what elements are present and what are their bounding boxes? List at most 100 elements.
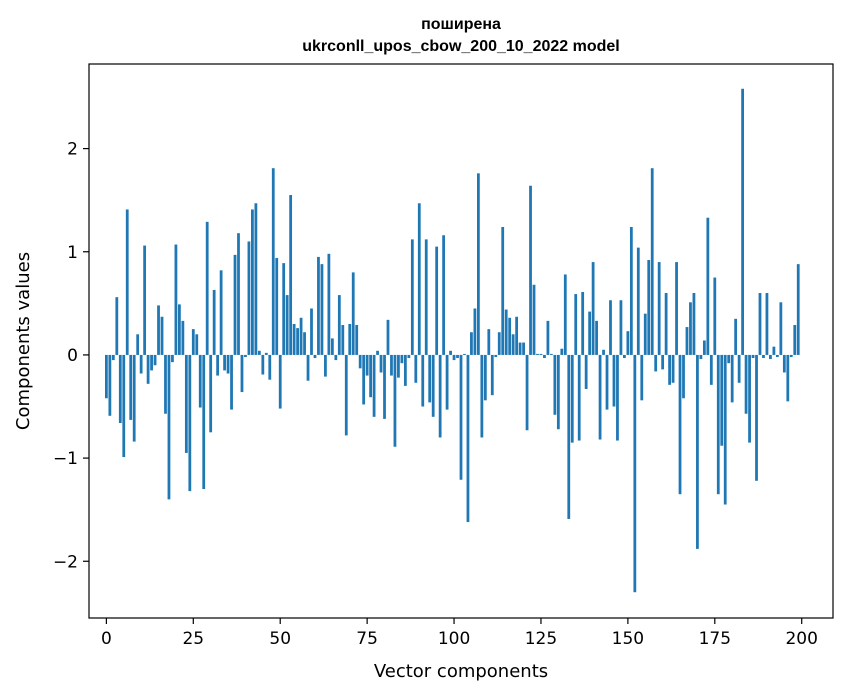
bar-118: [515, 316, 519, 355]
bar-187: [755, 354, 758, 481]
y-tick-label: −1: [53, 449, 78, 469]
bar-64: [327, 253, 331, 355]
bar-181: [734, 318, 738, 355]
bar-35: [226, 354, 230, 374]
x-tick-label: 0: [101, 629, 112, 649]
y-tick-label: 1: [67, 243, 78, 263]
bar-175: [713, 277, 717, 355]
bar-12: [146, 354, 150, 384]
bar-45: [261, 354, 265, 375]
bar-54: [292, 323, 296, 355]
bar-139: [588, 311, 592, 355]
x-tick-label: 200: [785, 629, 817, 649]
bar-136: [577, 354, 581, 441]
bar-107: [476, 173, 480, 355]
bar-28: [202, 354, 206, 490]
bar-30: [209, 354, 213, 433]
bar-24: [188, 354, 192, 492]
bar-44: [257, 350, 261, 355]
bar-142: [598, 354, 602, 440]
x-tick-label: 150: [612, 629, 644, 649]
bar-156: [647, 260, 651, 355]
bar-38: [237, 233, 240, 355]
bar-95: [435, 246, 439, 355]
y-tick-label: −2: [53, 552, 78, 572]
bar-125: [539, 353, 543, 355]
y-tick-label: 2: [67, 140, 78, 160]
bar-177: [720, 354, 724, 446]
bar-77: [372, 354, 376, 417]
bar-82: [390, 354, 393, 376]
chart-title-line1: поширена: [421, 16, 501, 33]
bar-34: [223, 354, 226, 371]
bar-36: [230, 354, 233, 410]
bar-31: [212, 289, 216, 355]
bar-22: [181, 320, 185, 355]
bar-169: [692, 293, 696, 355]
bar-195: [782, 354, 786, 373]
bar-47: [268, 354, 272, 380]
bar-113: [497, 332, 501, 355]
bar-174: [709, 354, 713, 385]
bar-62: [320, 264, 324, 355]
bar-189: [762, 354, 765, 359]
bar-126: [543, 354, 546, 359]
bar-153: [636, 247, 640, 355]
bar-1: [108, 354, 112, 416]
bar-20: [174, 244, 178, 355]
bar-60: [313, 354, 317, 359]
bar-190: [765, 293, 769, 355]
bar-151: [629, 227, 633, 355]
bar-89: [414, 354, 418, 383]
chart-title-line2: ukrconll_upos_cbow_200_10_2022 model: [302, 38, 619, 55]
y-tick-label: 0: [67, 346, 78, 366]
bar-161: [664, 293, 668, 355]
bar-21: [178, 304, 181, 355]
bar-5: [122, 354, 126, 458]
bar-80: [383, 354, 386, 419]
bar-33: [219, 270, 223, 355]
bar-104: [466, 354, 470, 523]
bar-40: [244, 354, 247, 357]
bar-120: [522, 342, 525, 355]
bar-149: [623, 354, 626, 359]
bar-87: [407, 354, 411, 359]
bar-10: [139, 354, 143, 374]
bar-158: [654, 354, 658, 372]
bar-191: [769, 354, 772, 360]
x-tick-label: 75: [356, 629, 378, 649]
bar-121: [525, 354, 529, 431]
bar-7: [129, 354, 133, 420]
bar-79: [379, 354, 383, 373]
x-tick-label: 125: [525, 629, 557, 649]
bar-180: [730, 354, 734, 403]
bar-85: [400, 354, 404, 364]
bar-13: [150, 354, 153, 371]
bar-49: [275, 257, 279, 355]
bar-55: [296, 328, 299, 355]
bar-66: [334, 354, 338, 361]
bar-69: [344, 354, 348, 436]
bar-14: [153, 354, 157, 366]
bars-group: [104, 88, 800, 593]
bar-128: [550, 353, 553, 355]
bar-145: [609, 300, 612, 355]
bar-63: [324, 354, 327, 377]
bar-101: [456, 354, 459, 359]
bar-74: [362, 354, 366, 405]
bar-116: [508, 317, 512, 355]
bar-167: [685, 327, 689, 355]
bar-56: [299, 317, 303, 355]
bar-135: [574, 294, 578, 355]
bar-108: [480, 354, 484, 438]
bar-59: [310, 308, 313, 355]
bar-51: [282, 263, 286, 355]
bar-199: [796, 264, 800, 355]
x-tick-label: 25: [182, 629, 204, 649]
bar-57: [303, 332, 306, 355]
bar-122: [529, 185, 532, 355]
bar-65: [330, 338, 334, 355]
bar-92: [424, 239, 428, 355]
bar-84: [397, 354, 400, 378]
